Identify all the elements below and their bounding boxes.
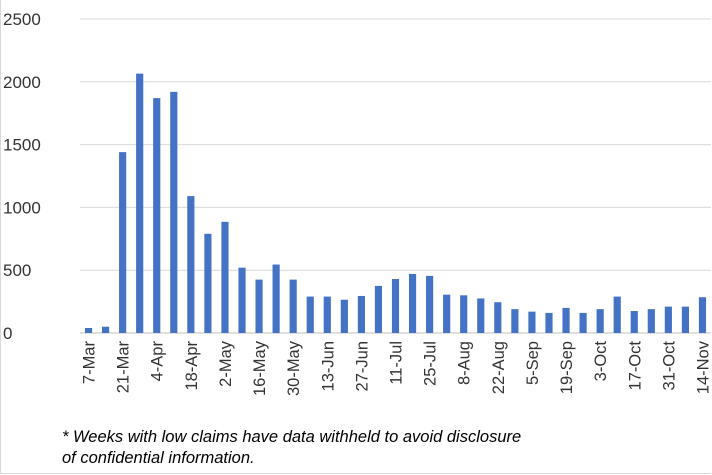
footnote-line-1: * Weeks with low claims have data withhe… xyxy=(62,428,522,446)
x-tick-label: 4-Apr xyxy=(149,341,167,382)
bar xyxy=(289,279,297,333)
bar xyxy=(391,278,400,333)
footnote: * Weeks with low claims have data withhe… xyxy=(62,427,662,469)
bar xyxy=(545,312,553,333)
x-tick-label: 25-Jul xyxy=(422,341,440,386)
x-tick-label: 16-May xyxy=(251,340,269,396)
y-tick-label: 2500 xyxy=(3,10,41,29)
y-tick-label: 2000 xyxy=(3,73,41,92)
x-tick-label: 14-Nov xyxy=(694,340,712,394)
bar xyxy=(579,312,587,333)
bar xyxy=(119,152,127,333)
y-tick-label: 500 xyxy=(3,261,31,280)
x-tick-label: 19-Sep xyxy=(558,341,576,394)
bar xyxy=(596,309,604,333)
bar xyxy=(664,306,672,333)
bar xyxy=(238,267,246,333)
bar xyxy=(221,221,229,333)
bar xyxy=(477,298,485,333)
bar xyxy=(153,98,161,334)
bar xyxy=(698,297,707,333)
y-tick-label: 1500 xyxy=(3,136,41,155)
bar xyxy=(647,309,655,333)
bar xyxy=(443,294,451,333)
y-tick-label: 0 xyxy=(3,324,12,343)
bar xyxy=(170,91,178,334)
bar xyxy=(255,279,263,333)
bar xyxy=(84,327,93,333)
bar xyxy=(408,273,417,333)
bar xyxy=(101,326,110,333)
bar xyxy=(204,233,212,333)
bar xyxy=(613,296,621,333)
bar xyxy=(323,296,331,333)
x-tick-label: 13-Jun xyxy=(319,341,337,391)
x-tick-label: 8-Aug xyxy=(456,341,474,385)
y-tick-label: 1000 xyxy=(3,198,41,217)
bar xyxy=(306,296,314,333)
x-tick-label: 5-Sep xyxy=(524,341,542,385)
x-tick-label: 21-Mar xyxy=(115,340,133,393)
bar xyxy=(187,196,195,333)
bar xyxy=(340,299,348,333)
bar xyxy=(630,311,638,333)
bar xyxy=(528,311,536,333)
bar xyxy=(426,275,434,333)
footnote-line-2: of confidential information. xyxy=(62,449,255,467)
bar xyxy=(460,295,468,333)
bar xyxy=(357,295,365,333)
x-tick-label: 31-Oct xyxy=(660,341,678,391)
x-tick-label: 27-Jun xyxy=(353,341,371,391)
x-tick-label: 30-May xyxy=(285,340,303,396)
x-tick-label: 3-Oct xyxy=(592,341,610,382)
x-tick-label: 22-Aug xyxy=(490,341,508,394)
x-tick-label: 11-Jul xyxy=(388,341,406,385)
bar xyxy=(562,307,570,333)
bar xyxy=(511,309,519,333)
x-tick-label: 18-Apr xyxy=(183,341,201,391)
x-tick-label: 2-May xyxy=(217,340,235,387)
bar xyxy=(374,285,383,333)
x-tick-label: 17-Oct xyxy=(626,341,644,391)
bar xyxy=(494,302,502,333)
bar xyxy=(681,306,690,333)
x-tick-label: 7-Mar xyxy=(81,341,99,385)
bar xyxy=(272,264,280,333)
bar xyxy=(136,73,144,334)
